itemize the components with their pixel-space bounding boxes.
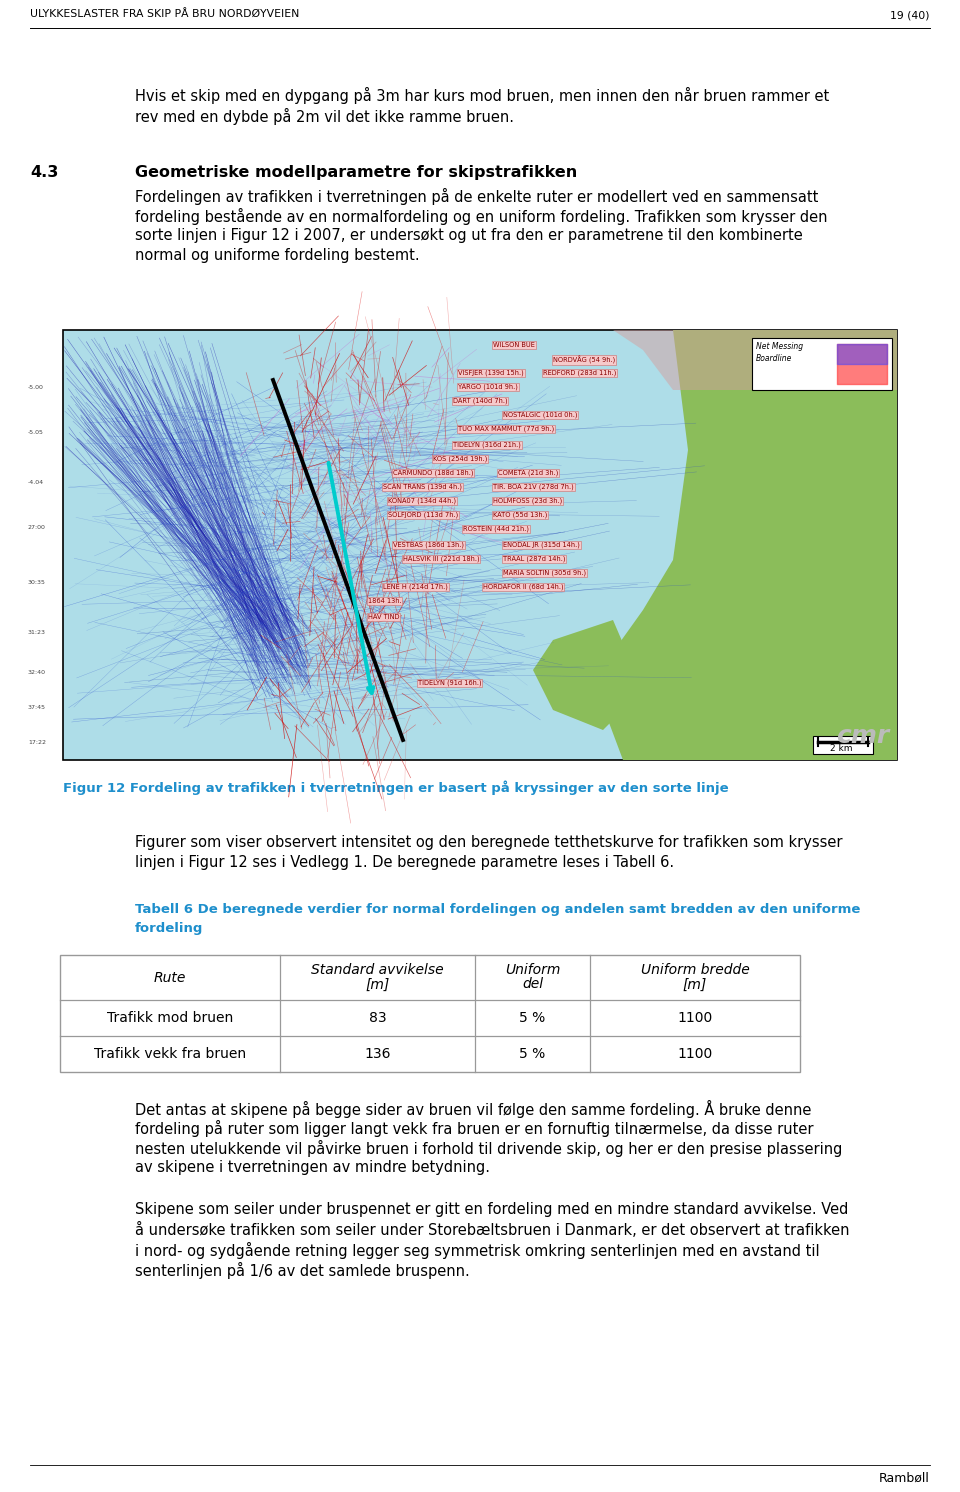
Text: ULYKKESLASTER FRA SKIP PÅ BRU NORDØYVEIEN: ULYKKESLASTER FRA SKIP PÅ BRU NORDØYVEIE… <box>30 10 300 19</box>
Text: fordeling bestående av en normalfordeling og en uniform fordeling. Trafikken som: fordeling bestående av en normalfordelin… <box>135 207 828 225</box>
Text: Geometriske modellparametre for skipstrafikken: Geometriske modellparametre for skipstra… <box>135 166 577 181</box>
Text: av skipene i tverretningen av mindre betydning.: av skipene i tverretningen av mindre bet… <box>135 1159 490 1176</box>
Text: 1100: 1100 <box>678 1047 712 1061</box>
Text: TRAAL (287d 14h.): TRAAL (287d 14h.) <box>503 557 565 562</box>
Text: cmr: cmr <box>836 724 889 747</box>
Text: [m]: [m] <box>683 977 708 992</box>
Text: Skipene som seiler under bruspennet er gitt en fordeling med en mindre standard : Skipene som seiler under bruspennet er g… <box>135 1203 849 1217</box>
Text: Hvis et skip med en dypgang på 3m har kurs mod bruen, men innen den når bruen ra: Hvis et skip med en dypgang på 3m har ku… <box>135 87 829 104</box>
Text: linjen i Figur 12 ses i Vedlegg 1. De beregnede parametre leses i Tabell 6.: linjen i Figur 12 ses i Vedlegg 1. De be… <box>135 855 674 870</box>
Text: rev med en dybde på 2m vil det ikke ramme bruen.: rev med en dybde på 2m vil det ikke ramm… <box>135 107 514 125</box>
Text: REDFORD (283d 11h.): REDFORD (283d 11h.) <box>543 370 616 376</box>
Text: del: del <box>522 977 543 992</box>
Text: 27:00: 27:00 <box>28 525 46 530</box>
Text: 1864 13h.: 1864 13h. <box>368 598 401 604</box>
Text: TIR. BOA 21V (278d 7h.): TIR. BOA 21V (278d 7h.) <box>493 483 574 491</box>
Text: NOSTALGIC (101d 0h.): NOSTALGIC (101d 0h.) <box>503 412 578 418</box>
Text: VESTBAS (186d 13h.): VESTBAS (186d 13h.) <box>393 542 464 549</box>
Text: -5.00: -5.00 <box>28 385 44 389</box>
Text: Figurer som viser observert intensitet og den beregnede tetthetskurve for trafik: Figurer som viser observert intensitet o… <box>135 836 843 850</box>
Text: HORDAFOR II (68d 14h.): HORDAFOR II (68d 14h.) <box>483 583 564 591</box>
Text: [m]: [m] <box>366 977 390 992</box>
Bar <box>752 339 892 389</box>
Text: VISFJER (139d 15h.): VISFJER (139d 15h.) <box>458 370 524 376</box>
Text: 2 km: 2 km <box>829 745 852 753</box>
Text: SOLFJORD (113d 7h.): SOLFJORD (113d 7h.) <box>388 512 458 519</box>
Bar <box>813 736 873 753</box>
Text: Rute: Rute <box>154 970 186 985</box>
Text: 83: 83 <box>369 1012 386 1025</box>
Text: Boardline: Boardline <box>756 354 792 363</box>
Text: ROSTEIN (44d 21h.): ROSTEIN (44d 21h.) <box>463 527 529 533</box>
Text: fordeling: fordeling <box>135 922 204 935</box>
Text: COMETA (21d 3h.): COMETA (21d 3h.) <box>498 470 559 476</box>
Text: normal og uniforme fordeling bestemt.: normal og uniforme fordeling bestemt. <box>135 248 420 263</box>
Text: MARIA SOLTIN (305d 9h.): MARIA SOLTIN (305d 9h.) <box>503 570 587 576</box>
Text: ENODAL JR (315d 14h.): ENODAL JR (315d 14h.) <box>503 542 580 549</box>
Text: LENE H (214d 17h.): LENE H (214d 17h.) <box>383 583 448 591</box>
Text: KATO (55d 13h.): KATO (55d 13h.) <box>493 512 547 519</box>
Text: sorte linjen i Figur 12 i 2007, er undersøkt og ut fra den er parametrene til de: sorte linjen i Figur 12 i 2007, er under… <box>135 228 803 243</box>
Text: senterlinjen på 1/6 av det samlede bruspenn.: senterlinjen på 1/6 av det samlede brusp… <box>135 1262 469 1279</box>
Text: SCAN TRANS (139d 4h.): SCAN TRANS (139d 4h.) <box>383 483 462 491</box>
Text: HAV TIND: HAV TIND <box>368 615 399 621</box>
Text: Trafikk vekk fra bruen: Trafikk vekk fra bruen <box>94 1047 246 1061</box>
Text: TIDELYN (91d 16h.): TIDELYN (91d 16h.) <box>418 680 482 686</box>
Text: KONA07 (134d 44h.): KONA07 (134d 44h.) <box>388 498 456 504</box>
Text: 31:23: 31:23 <box>28 630 46 636</box>
Text: Net Messing: Net Messing <box>756 342 804 351</box>
Text: 32:40: 32:40 <box>28 670 46 674</box>
Text: 1100: 1100 <box>678 1012 712 1025</box>
Bar <box>60 955 800 1071</box>
Text: 19 (40): 19 (40) <box>891 10 930 19</box>
Text: Figur 12 Fordeling av trafikken i tverretningen er basert på kryssinger av den s: Figur 12 Fordeling av trafikken i tverre… <box>63 780 729 795</box>
Text: Rambøll: Rambøll <box>879 1473 930 1485</box>
Text: i nord- og sydgående retning legger seg symmetrisk omkring senterlinjen med en a: i nord- og sydgående retning legger seg … <box>135 1241 820 1259</box>
Text: -5.05: -5.05 <box>28 430 44 436</box>
Text: 5 %: 5 % <box>519 1012 545 1025</box>
Text: CARMUNDO (188d 18h.): CARMUNDO (188d 18h.) <box>393 470 473 476</box>
Text: Standard avvikelse: Standard avvikelse <box>311 964 444 977</box>
Text: TUO MAX MAMMUT (77d 9h.): TUO MAX MAMMUT (77d 9h.) <box>458 427 554 433</box>
Polygon shape <box>593 330 897 759</box>
Text: fordeling på ruter som ligger langt vekk fra bruen er en fornuftig tilnærmelse, : fordeling på ruter som ligger langt vekk… <box>135 1120 813 1137</box>
Polygon shape <box>613 330 897 389</box>
Text: 17:22: 17:22 <box>28 740 46 745</box>
Text: KOS (254d 19h.): KOS (254d 19h.) <box>433 457 488 463</box>
Text: nesten utelukkende vil påvirke bruen i forhold til drivende skip, og her er den : nesten utelukkende vil påvirke bruen i f… <box>135 1140 842 1156</box>
Text: DART (140d 7h.): DART (140d 7h.) <box>453 398 508 404</box>
Text: 136: 136 <box>364 1047 391 1061</box>
Text: Fordelingen av trafikken i tverretningen på de enkelte ruter er modellert ved en: Fordelingen av trafikken i tverretningen… <box>135 188 818 204</box>
Text: WILSON BUE: WILSON BUE <box>493 342 535 348</box>
Text: 5 %: 5 % <box>519 1047 545 1061</box>
Text: TIDELYN (316d 21h.): TIDELYN (316d 21h.) <box>453 442 521 449</box>
Text: 30:35: 30:35 <box>28 580 46 585</box>
Text: Det antas at skipene på begge sider av bruen vil følge den samme fordeling. Å br: Det antas at skipene på begge sider av b… <box>135 1100 811 1118</box>
Bar <box>63 330 897 759</box>
Polygon shape <box>533 621 643 730</box>
Text: Tabell 6 De beregnede verdier for normal fordelingen og andelen samt bredden av : Tabell 6 De beregnede verdier for normal… <box>135 903 860 916</box>
Text: -4.04: -4.04 <box>28 480 44 485</box>
Text: å undersøke trafikken som seiler under Storebæltsbruen i Danmark, er det observe: å undersøke trafikken som seiler under S… <box>135 1222 850 1238</box>
Text: 4.3: 4.3 <box>30 166 59 181</box>
Text: Uniform bredde: Uniform bredde <box>640 964 750 977</box>
Text: HALSVIK III (221d 18h.): HALSVIK III (221d 18h.) <box>403 557 480 562</box>
Text: Trafikk mod bruen: Trafikk mod bruen <box>107 1012 233 1025</box>
Text: Uniform: Uniform <box>505 964 561 977</box>
Text: YARGO (101d 9h.): YARGO (101d 9h.) <box>458 383 517 391</box>
Text: NORDVÅG (54 9h.): NORDVÅG (54 9h.) <box>553 357 615 364</box>
Text: HOLMFOSS (23d 3h.): HOLMFOSS (23d 3h.) <box>493 498 563 504</box>
Text: 37:45: 37:45 <box>28 706 46 710</box>
